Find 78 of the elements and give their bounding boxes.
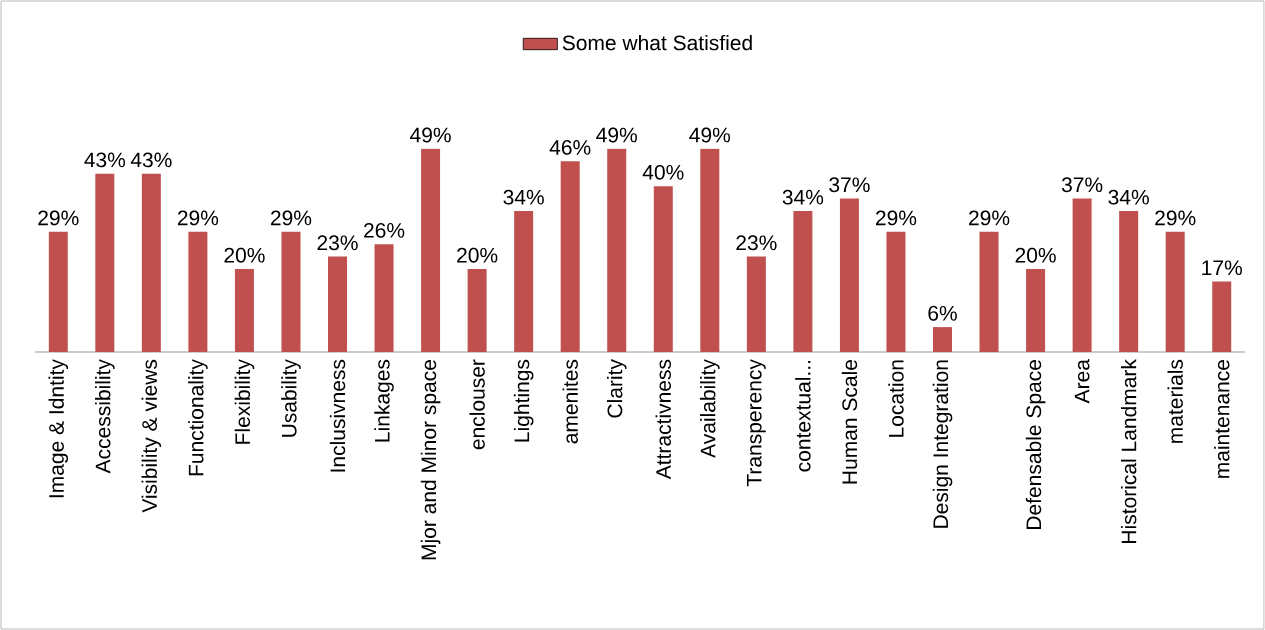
data-label: 20% — [457, 247, 498, 263]
x-tick-label: Historical Landmark — [1120, 359, 1137, 543]
x-tick-label: Availability — [700, 359, 720, 458]
bar — [141, 173, 161, 352]
data-label: 43% — [130, 152, 172, 168]
x-tick-label: Linkages — [374, 359, 394, 442]
bar — [933, 327, 952, 352]
x-tick-label: Lightings — [513, 359, 534, 442]
data-label: 40% — [642, 164, 684, 180]
data-label: 46% — [549, 140, 591, 155]
bar — [1072, 198, 1092, 352]
x-tick-label: Mjor and Minor space — [420, 360, 441, 560]
data-label: 37% — [1061, 177, 1103, 193]
data-label: 34% — [503, 189, 544, 205]
bar — [95, 173, 115, 352]
bar — [746, 256, 766, 352]
x-tick-label: Design Integration — [932, 360, 953, 528]
x-tick-label: amenites — [562, 359, 578, 444]
bar — [560, 161, 580, 352]
x-tick-label: maintenance — [1214, 360, 1230, 478]
bar — [979, 231, 999, 352]
x-tick-label: Functionality — [188, 359, 208, 476]
bar — [1119, 211, 1139, 352]
bar — [421, 148, 441, 352]
x-tick-label: Defensable Space — [1025, 360, 1046, 529]
x-tick-label: Human Scale — [841, 360, 858, 484]
bar — [1026, 269, 1046, 352]
data-label: 49% — [596, 127, 637, 143]
data-label: 20% — [1015, 247, 1056, 263]
x-tick-label: Inclusivness — [329, 359, 346, 472]
x-tick-label: contextual... — [795, 360, 811, 472]
x-tick-label: Flexibility — [234, 359, 255, 444]
x-tick-label: Location — [888, 360, 904, 437]
data-label: 23% — [736, 235, 777, 251]
bar — [653, 186, 673, 352]
x-tick-label: Clarity — [606, 359, 627, 418]
data-label: 29% — [271, 210, 312, 226]
data-label: 29% — [177, 210, 219, 226]
x-tick-label: Attractivness — [655, 359, 671, 480]
bar — [793, 211, 813, 352]
bar — [607, 148, 627, 352]
bar — [467, 269, 487, 352]
data-label: 43% — [84, 152, 126, 168]
data-label: 23% — [317, 235, 358, 251]
x-tick-label: materials — [1167, 359, 1183, 443]
data-label: 20% — [224, 247, 265, 263]
x-tick-label: Accessibility — [95, 359, 115, 474]
data-label: 26% — [364, 222, 405, 238]
bar — [328, 256, 348, 352]
bar — [374, 244, 394, 352]
bar — [188, 231, 208, 352]
x-tick-label: Image & Idntity — [48, 359, 69, 498]
x-tick-label: Usability — [281, 359, 301, 437]
bar — [48, 231, 68, 352]
bar — [1212, 281, 1232, 352]
data-label: 29% — [876, 210, 917, 226]
x-tick-label: enclouser — [469, 359, 485, 450]
data-label: 6% — [928, 305, 957, 321]
bar — [700, 148, 720, 352]
data-label: 34% — [1108, 189, 1149, 205]
data-label: 37% — [829, 177, 870, 193]
data-label: 29% — [38, 210, 79, 226]
bar — [281, 231, 301, 352]
x-tick-label: Area — [1074, 359, 1090, 404]
bar — [1165, 231, 1185, 352]
data-label: 34% — [782, 189, 824, 205]
data-label: 29% — [969, 210, 1010, 226]
bar — [234, 269, 254, 352]
x-tick-label: Visibility & views — [141, 359, 162, 513]
data-label: 29% — [1155, 210, 1196, 226]
bar — [839, 198, 859, 352]
legend-label: Some what Satisfied — [562, 34, 752, 51]
data-label: 17% — [1202, 260, 1242, 276]
bar — [514, 211, 534, 352]
x-tick-label: Transperency — [746, 359, 766, 487]
data-label: 49% — [689, 127, 731, 143]
data-label: 49% — [410, 127, 451, 143]
bar — [886, 231, 906, 352]
